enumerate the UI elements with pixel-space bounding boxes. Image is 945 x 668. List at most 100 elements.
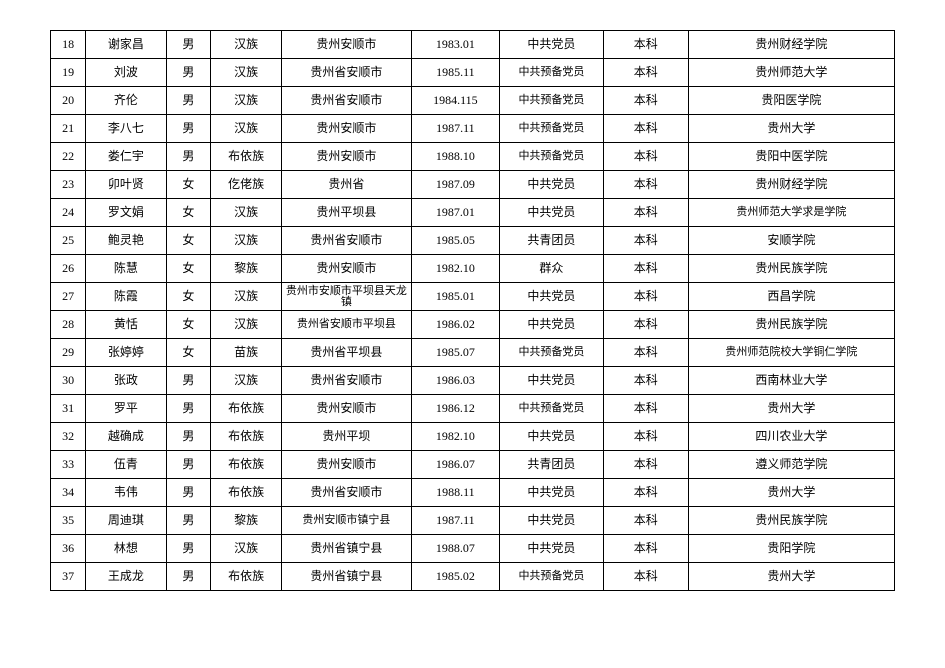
table-row: 24罗文娟女汉族贵州平坝县1987.01中共党员本科贵州师范大学求是学院 [51, 199, 895, 227]
table-cell: 男 [166, 451, 211, 479]
table-cell: 22 [51, 143, 86, 171]
table-cell: 34 [51, 479, 86, 507]
table-cell: 1987.11 [411, 507, 499, 535]
table-cell: 男 [166, 479, 211, 507]
table-cell: 23 [51, 171, 86, 199]
table-cell: 罗平 [86, 395, 166, 423]
table-row: 36林想男汉族贵州省镇宁县1988.07中共党员本科贵阳学院 [51, 535, 895, 563]
table-cell: 娄仁宇 [86, 143, 166, 171]
table-cell: 林想 [86, 535, 166, 563]
table-cell: 鲍灵艳 [86, 227, 166, 255]
table-cell: 贵州财经学院 [688, 171, 894, 199]
table-cell: 刘波 [86, 59, 166, 87]
table-cell: 贵州安顺市 [282, 451, 412, 479]
table-cell: 贵州民族学院 [688, 311, 894, 339]
table-cell: 汉族 [211, 367, 282, 395]
table-cell: 贵州市安顺市平坝县天龙镇 [282, 283, 412, 311]
table-cell: 布依族 [211, 395, 282, 423]
table-cell: 共青团员 [500, 227, 604, 255]
personnel-table: 18谢家昌男汉族贵州安顺市1983.01中共党员本科贵州财经学院19刘波男汉族贵… [50, 30, 895, 591]
table-cell: 贵州平坝 [282, 423, 412, 451]
table-cell: 19 [51, 59, 86, 87]
table-cell: 25 [51, 227, 86, 255]
table-cell: 张婷婷 [86, 339, 166, 367]
table-cell: 1983.01 [411, 31, 499, 59]
table-cell: 贵州安顺市 [282, 395, 412, 423]
table-cell: 中共预备党员 [500, 87, 604, 115]
table-row: 34韦伟男布依族贵州省安顺市1988.11中共党员本科贵州大学 [51, 479, 895, 507]
table-cell: 本科 [603, 227, 688, 255]
table-cell: 本科 [603, 367, 688, 395]
table-cell: 1985.07 [411, 339, 499, 367]
table-cell: 1986.07 [411, 451, 499, 479]
table-cell: 汉族 [211, 283, 282, 311]
table-row: 19刘波男汉族贵州省安顺市1985.11中共预备党员本科贵州师范大学 [51, 59, 895, 87]
table-cell: 中共党员 [500, 423, 604, 451]
table-cell: 本科 [603, 87, 688, 115]
table-cell: 贵州省安顺市 [282, 87, 412, 115]
table-cell: 张政 [86, 367, 166, 395]
table-cell: 苗族 [211, 339, 282, 367]
table-cell: 本科 [603, 479, 688, 507]
table-row: 23卯叶贤女仡佬族贵州省1987.09中共党员本科贵州财经学院 [51, 171, 895, 199]
table-cell: 1986.02 [411, 311, 499, 339]
table-cell: 男 [166, 143, 211, 171]
table-cell: 女 [166, 171, 211, 199]
table-cell: 36 [51, 535, 86, 563]
table-cell: 伍青 [86, 451, 166, 479]
table-cell: 中共党员 [500, 479, 604, 507]
table-cell: 1984.115 [411, 87, 499, 115]
table-cell: 中共党员 [500, 31, 604, 59]
table-cell: 汉族 [211, 199, 282, 227]
table-cell: 本科 [603, 171, 688, 199]
table-cell: 本科 [603, 535, 688, 563]
table-cell: 男 [166, 115, 211, 143]
table-cell: 男 [166, 423, 211, 451]
table-cell: 汉族 [211, 311, 282, 339]
table-cell: 本科 [603, 283, 688, 311]
table-row: 32越确成男布依族贵州平坝1982.10中共党员本科四川农业大学 [51, 423, 895, 451]
table-row: 29张婷婷女苗族贵州省平坝县1985.07中共预备党员本科贵州师范院校大学铜仁学… [51, 339, 895, 367]
table-cell: 女 [166, 199, 211, 227]
table-cell: 27 [51, 283, 86, 311]
table-cell: 汉族 [211, 227, 282, 255]
table-cell: 贵州安顺市 [282, 115, 412, 143]
table-cell: 贵州省安顺市 [282, 59, 412, 87]
table-cell: 贵州安顺市 [282, 255, 412, 283]
table-cell: 贵州大学 [688, 395, 894, 423]
table-row: 31罗平男布依族贵州安顺市1986.12中共预备党员本科贵州大学 [51, 395, 895, 423]
table-cell: 贵州大学 [688, 563, 894, 591]
table-cell: 女 [166, 311, 211, 339]
table-cell: 布依族 [211, 479, 282, 507]
table-cell: 男 [166, 507, 211, 535]
table-cell: 汉族 [211, 59, 282, 87]
table-cell: 贵州师范院校大学铜仁学院 [688, 339, 894, 367]
table-cell: 黎族 [211, 507, 282, 535]
table-cell: 汉族 [211, 87, 282, 115]
table-cell: 本科 [603, 395, 688, 423]
table-cell: 越确成 [86, 423, 166, 451]
table-cell: 1986.03 [411, 367, 499, 395]
table-cell: 贵州财经学院 [688, 31, 894, 59]
table-cell: 贵阳医学院 [688, 87, 894, 115]
table-cell: 24 [51, 199, 86, 227]
table-cell: 37 [51, 563, 86, 591]
table-cell: 男 [166, 563, 211, 591]
table-cell: 本科 [603, 423, 688, 451]
table-cell: 西南林业大学 [688, 367, 894, 395]
table-cell: 韦伟 [86, 479, 166, 507]
table-cell: 31 [51, 395, 86, 423]
table-cell: 布依族 [211, 143, 282, 171]
table-cell: 中共党员 [500, 311, 604, 339]
table-cell: 中共党员 [500, 199, 604, 227]
table-cell: 29 [51, 339, 86, 367]
table-row: 21李八七男汉族贵州安顺市1987.11中共预备党员本科贵州大学 [51, 115, 895, 143]
table-cell: 1982.10 [411, 255, 499, 283]
table-cell: 1985.11 [411, 59, 499, 87]
table-cell: 贵州大学 [688, 479, 894, 507]
table-cell: 中共预备党员 [500, 59, 604, 87]
table-cell: 贵阳学院 [688, 535, 894, 563]
table-cell: 中共党员 [500, 367, 604, 395]
table-cell: 男 [166, 367, 211, 395]
table-cell: 贵州省平坝县 [282, 339, 412, 367]
